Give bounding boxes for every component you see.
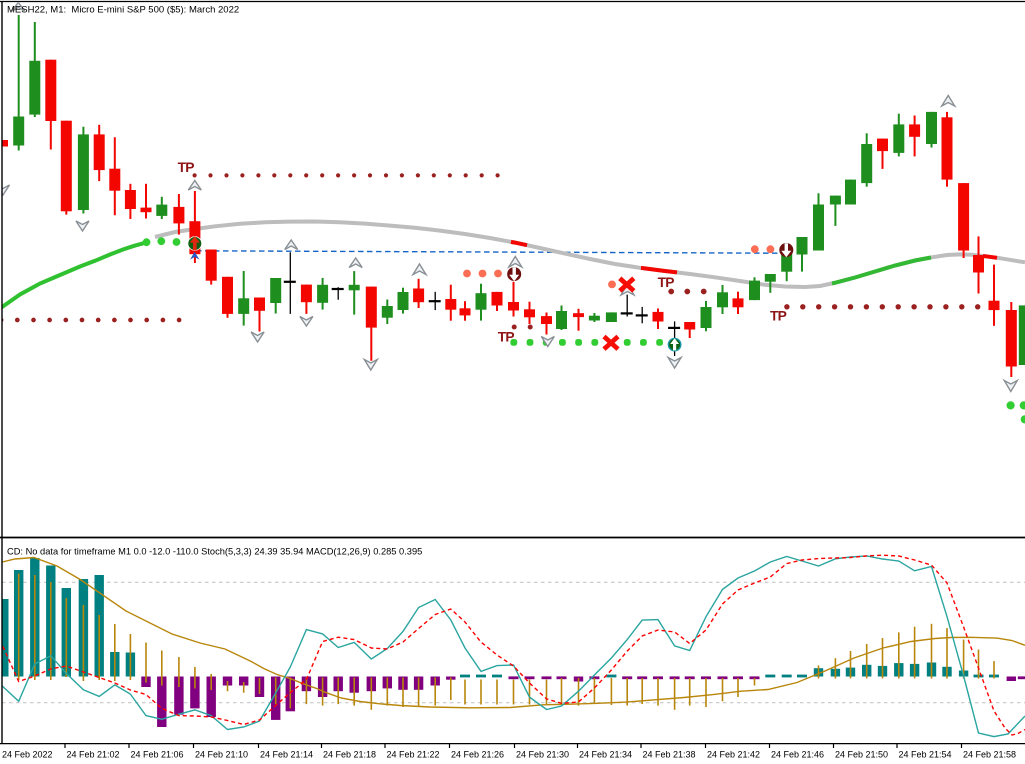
svg-text:24 Feb 21:54: 24 Feb 21:54 <box>899 750 952 760</box>
svg-text:24 Feb 21:14: 24 Feb 21:14 <box>260 750 313 760</box>
svg-text:TP: TP <box>178 160 195 175</box>
svg-text:24 Feb 21:22: 24 Feb 21:22 <box>387 750 440 760</box>
svg-text:24 Feb 21:38: 24 Feb 21:38 <box>643 750 696 760</box>
svg-text:24 Feb 21:30: 24 Feb 21:30 <box>516 750 569 760</box>
svg-text:TP: TP <box>658 275 675 290</box>
svg-text:TP: TP <box>770 308 787 323</box>
svg-text:24 Feb 21:18: 24 Feb 21:18 <box>323 750 376 760</box>
svg-text:24 Feb 21:26: 24 Feb 21:26 <box>451 750 504 760</box>
svg-text:24 Feb 21:02: 24 Feb 21:02 <box>67 750 120 760</box>
svg-text:24 Feb 21:58: 24 Feb 21:58 <box>963 750 1016 760</box>
svg-text:24 Feb 21:06: 24 Feb 21:06 <box>131 750 184 760</box>
svg-text:MESH22, M1: Micro E-mini S&P: MESH22, M1: Micro E-mini S&P 500 ($5): M… <box>7 5 239 16</box>
svg-text:CD: No data for timeframe M1 0: CD: No data for timeframe M1 0.0 -12.0 -… <box>7 547 422 557</box>
svg-text:24 Feb 2022: 24 Feb 2022 <box>2 750 53 760</box>
svg-text:24 Feb 21:46: 24 Feb 21:46 <box>771 750 824 760</box>
svg-text:24 Feb 21:10: 24 Feb 21:10 <box>195 750 248 760</box>
svg-text:TP: TP <box>498 330 515 345</box>
svg-text:24 Feb 21:42: 24 Feb 21:42 <box>707 750 760 760</box>
svg-text:24 Feb 21:50: 24 Feb 21:50 <box>835 750 888 760</box>
svg-text:24 Feb 21:34: 24 Feb 21:34 <box>579 750 632 760</box>
